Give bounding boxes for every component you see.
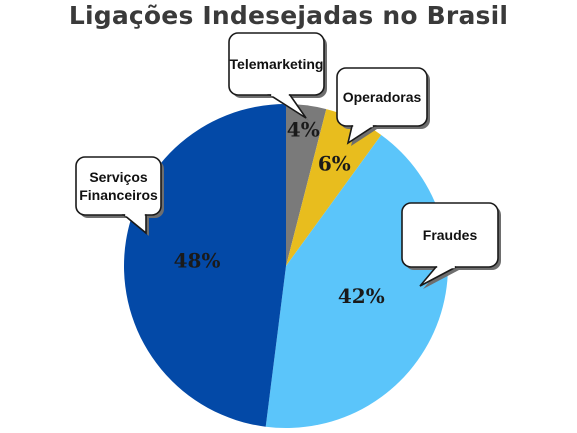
callout-label-servicos-financeiros: Serviços Financeiros: [79, 169, 158, 203]
callout-operadoras: Operadoras: [336, 67, 430, 146]
pie-slice-servicos-financeiros: [123, 104, 286, 427]
pie-slices: [123, 104, 449, 428]
callout-label-fraudes: Fraudes: [423, 227, 478, 243]
callout-label-telemarketing: Telemarketing: [230, 56, 324, 72]
callout-fraudes: Fraudes: [401, 202, 501, 289]
pie-slice-telemarketing: [286, 104, 327, 266]
slice-percent-telemarketing: 4%: [287, 117, 320, 141]
slice-percent-labels: 4% 6% 42% 48%: [174, 117, 385, 307]
chart-title: Ligações Indesejadas no Brasil: [68, 1, 509, 30]
callout-label-operadoras: Operadoras: [343, 89, 422, 105]
slice-callouts: Telemarketing Operadoras Fraudes Serviços Fi…: [75, 32, 501, 289]
callout-servicos-financeiros: Serviços Financeiros: [75, 156, 164, 236]
callout-telemarketing: Telemarketing: [228, 32, 327, 121]
slice-percent-operadoras: 6%: [318, 151, 351, 175]
slice-percent-servicos-financeiros: 48%: [174, 248, 221, 272]
pie-slice-operadoras: [286, 109, 382, 266]
slice-percent-fraudes: 42%: [338, 284, 385, 308]
